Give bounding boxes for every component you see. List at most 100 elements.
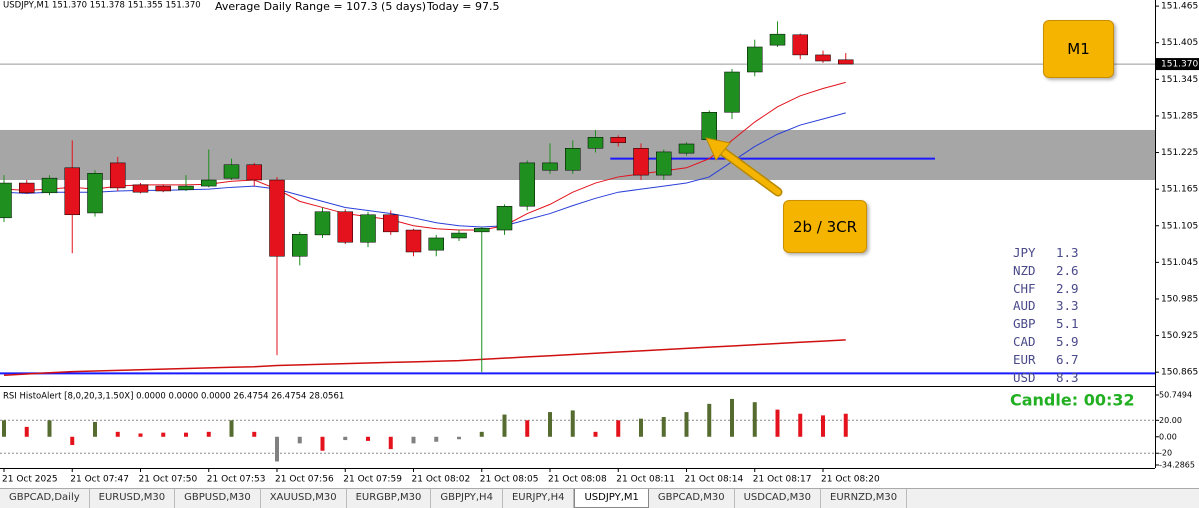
candle-body	[815, 54, 831, 62]
current-price-label: 151.370	[1161, 60, 1198, 70]
tab[interactable]: USDJPY,M1	[574, 489, 649, 508]
y-tick-label: 150.985	[1161, 294, 1198, 304]
indicator-title: RSI HistoAlert [8,0,20,3,1.50X] 0.0000 0…	[3, 392, 344, 402]
histogram-bar	[593, 431, 598, 437]
candle-body	[496, 205, 513, 231]
histogram-bar	[525, 420, 530, 437]
y2-tick-label: 50.7494	[1159, 391, 1192, 400]
x-tick-label: 21 Oct 07:47	[70, 475, 129, 485]
currency-row: USD 8.3	[1013, 369, 1079, 387]
candle-body	[383, 214, 399, 233]
candle-body	[178, 185, 194, 191]
y2-tick-label: 20.00	[1159, 416, 1182, 425]
candle-body	[747, 46, 763, 73]
currency-row: NZD 2.6	[1013, 262, 1079, 280]
x-tick-label: 21 Oct 07:50	[139, 475, 198, 485]
histogram-bar	[388, 436, 393, 450]
histogram-bar	[47, 420, 52, 437]
histogram-bar	[366, 436, 370, 441]
tab[interactable]: GBPUSD,M30	[175, 489, 261, 508]
adr-today: Today = 97.5	[426, 0, 500, 13]
annotation-box: 2b / 3CR	[783, 200, 867, 253]
histogram-bar	[684, 412, 689, 437]
histogram-bar	[70, 436, 75, 446]
histogram-bar	[411, 436, 416, 444]
histogram-bar	[206, 431, 211, 437]
tab[interactable]: GBPJPY,H4	[431, 489, 503, 508]
currency-value: 8.3	[1056, 369, 1079, 385]
tab[interactable]: EURUSD,M30	[90, 489, 176, 508]
tab[interactable]: USDCAD,M30	[735, 489, 821, 508]
histogram-bar	[297, 436, 302, 444]
y2-tick-label: -34.2865	[1159, 461, 1195, 470]
histogram-bar	[639, 418, 643, 437]
candle-body	[41, 177, 58, 194]
candle-body	[724, 71, 740, 113]
arrow	[705, 137, 783, 197]
candle-body	[405, 229, 422, 253]
histogram-bar	[24, 426, 29, 437]
y-tick-label: 150.925	[1161, 331, 1198, 341]
histogram-bar	[616, 420, 621, 437]
currency-value: 5.1	[1056, 316, 1079, 332]
tab[interactable]: GBPCAD,M30	[649, 489, 735, 508]
tab[interactable]: GBPCAD,Daily	[0, 489, 90, 508]
y-tick-label: 151.045	[1161, 258, 1198, 268]
histogram-bar	[320, 436, 325, 451]
y-tick-label: 151.285	[1161, 111, 1198, 121]
tab-bar: GBPCAD,Daily EURUSD,M30 GBPUSD,M30 XAUUSD,M…	[0, 488, 1199, 508]
chart: USDJPY,M1 151.370 151.378 151.355 151.37…	[0, 0, 1199, 485]
y-tick-label: 151.165	[1161, 185, 1198, 195]
x-tick-label: 21 Oct 08:20	[821, 475, 880, 485]
histogram-bar	[548, 412, 552, 437]
currency-code: GBP	[1013, 316, 1036, 332]
y2-tick-label: -20	[1159, 449, 1172, 458]
currency-code: NZD	[1013, 262, 1036, 278]
tab[interactable]: EURGBP,M30	[347, 489, 432, 508]
histogram-bar	[570, 410, 575, 437]
x-tick-label: 21 Oct 07:56	[275, 475, 334, 485]
currency-code: USD	[1013, 369, 1036, 385]
y-tick-label: 151.405	[1161, 38, 1198, 48]
y2-tick-label: 0.00	[1159, 432, 1177, 441]
symbol-info: USDJPY,M1 151.370 151.378 151.355 151.37…	[3, 1, 201, 11]
histogram-bar	[775, 409, 780, 437]
tab[interactable]: EURJPY,H4	[503, 489, 575, 508]
currency-value: 1.3	[1056, 245, 1079, 260]
candle-body	[201, 179, 217, 187]
candle-body	[269, 179, 285, 257]
histogram-bar	[2, 420, 6, 437]
histogram-bar	[275, 436, 279, 462]
currency-code: CHF	[1013, 280, 1036, 296]
histogram-bar	[821, 415, 825, 437]
candle-body	[633, 148, 649, 176]
current-price-box	[1156, 58, 1199, 71]
currency-row: GBP 5.1	[1013, 315, 1079, 333]
histogram-bar	[184, 432, 188, 437]
adr: Average Daily Range = 107.3 (5 days)	[215, 0, 426, 13]
currency-row: CHF 2.9	[1013, 280, 1079, 298]
currency-code: CAD	[1013, 333, 1036, 349]
candle-body	[656, 151, 672, 176]
histogram-bar	[161, 432, 166, 437]
tab[interactable]: XAUUSD,M30	[261, 489, 347, 508]
histogram-bar	[343, 436, 348, 441]
histogram-bar	[661, 417, 666, 437]
tab[interactable]: EURNZD,M30	[821, 489, 908, 508]
ma-long	[3, 339, 846, 376]
candle-body	[542, 162, 558, 171]
candle-body	[0, 182, 12, 219]
histogram-bar	[730, 398, 734, 437]
histogram-bar	[502, 414, 507, 437]
candle-body	[132, 184, 149, 193]
candle-body	[838, 59, 854, 65]
candle-body	[519, 162, 535, 207]
y-tick-label: 151.345	[1161, 75, 1198, 85]
candle-body	[337, 211, 353, 243]
currency-code: AUD	[1013, 298, 1036, 314]
candle-body	[110, 162, 126, 189]
currency-value: 6.7	[1056, 351, 1079, 367]
histogram-bar	[457, 436, 461, 440]
histogram-bar	[138, 433, 143, 437]
